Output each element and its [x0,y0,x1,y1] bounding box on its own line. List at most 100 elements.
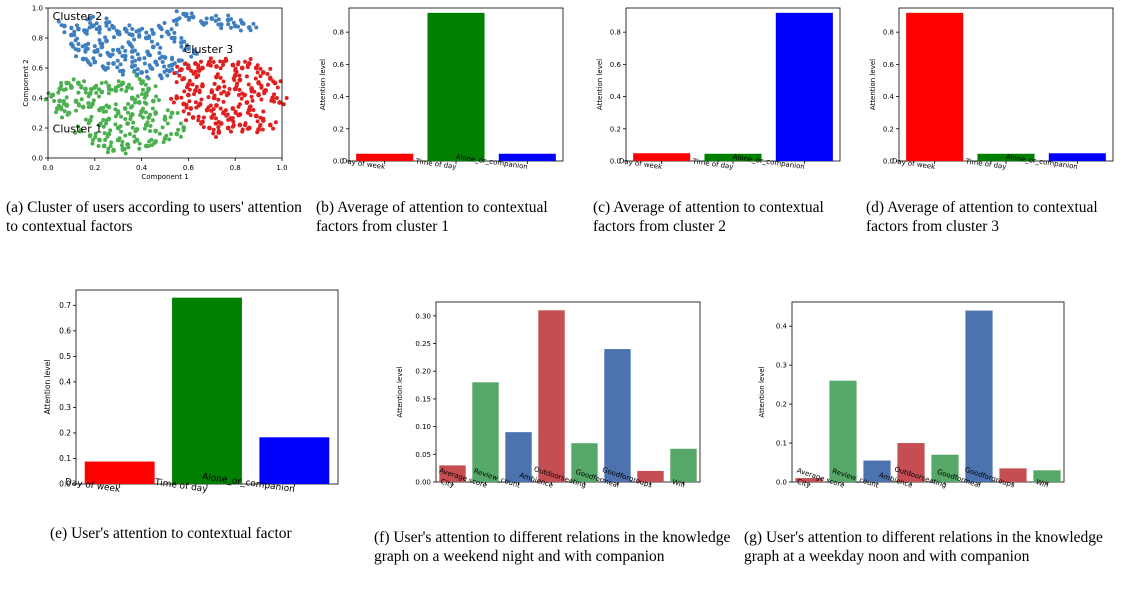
scatter-point [248,113,253,118]
scatter-point [105,150,110,155]
scatter-point [102,131,107,136]
bar [863,460,891,482]
scatter-point [136,100,142,105]
scatter-point [63,87,68,92]
scatter-point [165,108,170,113]
bar [1033,470,1061,482]
scatter-point [253,113,259,119]
scatter-point [216,85,222,90]
scatter-point [149,137,154,142]
scatter-point [145,49,150,54]
scatter-point [117,136,122,141]
scatter-point [152,141,157,146]
scatter-point [182,89,187,94]
scatter-point [91,98,96,103]
y-tick-label: 0.20 [415,368,431,376]
scatter-point [94,21,99,26]
scatter-point [114,28,119,33]
scatter-point [156,98,161,103]
scatter-point [120,147,125,152]
scatter-point [228,17,233,22]
x-tick-label: 0.8 [230,164,241,172]
y-tick-label: 0.2 [610,125,621,133]
scatter-point [243,59,248,64]
cluster3-bar-svg: Day of week Time of dayAlone_or_companion… [869,7,1114,171]
x-tick-label: 0.2 [89,164,100,172]
y-tick-label: 0.8 [333,29,344,37]
scatter-point [233,109,238,114]
scatter-point [259,97,264,102]
y-tick-label: 0.4 [333,93,345,101]
scatter-point [126,145,131,150]
scatter-point [89,87,94,92]
scatter-point [249,94,254,99]
scatter-point [69,32,74,38]
scatter-point [160,125,165,130]
scatter-point [189,68,194,73]
scatter-point [141,106,146,111]
scatter-point [175,64,180,69]
scatter-point [105,66,110,70]
scatter-point [162,21,167,25]
x-axis-label: Component 1 [141,173,188,181]
scatter-point [167,137,172,142]
scatter-point [253,76,258,81]
bar [897,443,925,482]
caption-d: (d) Average of attention to contextual f… [866,199,1098,235]
scatter-point [129,86,134,91]
scatter-point [208,56,213,61]
bar [670,448,697,482]
scatter-point [215,72,220,77]
scatter-point [256,80,261,85]
scatter-point [236,93,241,97]
scatter-point [171,35,177,41]
scatter-point [172,61,177,66]
scatter-point [209,88,214,93]
cluster1-bar-chart: Day of week Time of day Alone_or_companion… [315,0,570,190]
scatter-point [57,98,63,104]
x-tick-label: 0.0 [42,164,53,172]
y-tick-label: 0.4 [32,95,44,103]
scatter-point [106,91,111,96]
scatter-point [130,104,135,109]
scatter-point [76,90,81,95]
scatter-point [133,97,138,102]
scatter-point [165,73,170,78]
scatter-point [104,80,109,85]
scatter-point [43,97,48,102]
scatter-point [115,58,120,63]
scatter-point [79,97,84,102]
scatter-point [123,133,128,138]
scatter-point [271,126,276,131]
scatter-point [241,21,246,26]
scatter-point [120,139,125,144]
scatter-point [111,35,116,40]
y-axis-label: Attention level [596,59,604,110]
scatter-point [137,141,142,146]
scatter-point [150,98,156,104]
y-tick-label: 0.4 [776,323,788,331]
scatter-point [125,121,130,126]
scatter-point [260,70,266,75]
scatter-point [80,56,86,62]
scatter-point [211,95,217,101]
scatter-point [176,58,182,63]
scatter-point [150,31,156,36]
scatter-point [97,87,102,92]
scatter-point [236,62,241,67]
scatter-point [184,14,189,19]
scatter-point [140,92,145,97]
scatter-point [75,23,80,28]
y-axis-label: Attention level [869,59,877,110]
scatter-point [206,95,211,100]
scatter-point [153,84,158,89]
y-tick-label: 0.2 [883,125,894,133]
scatter-point [91,56,96,61]
scatter-point [106,84,111,88]
scatter-point [187,99,192,104]
y-tick-label: 0.25 [415,340,431,348]
scatter-point [133,63,138,68]
bar [977,153,1035,161]
scatter-point [155,62,160,67]
y-tick-label: 0.6 [59,326,71,335]
